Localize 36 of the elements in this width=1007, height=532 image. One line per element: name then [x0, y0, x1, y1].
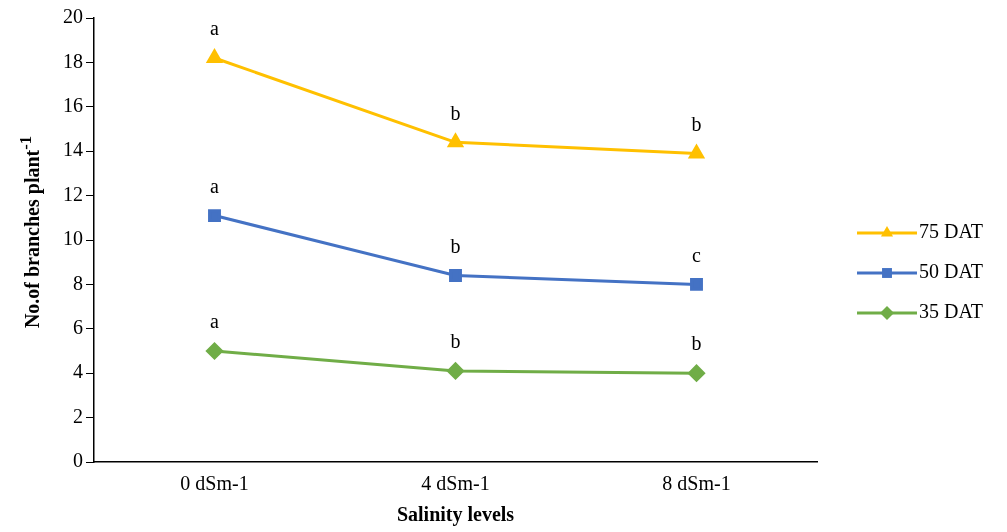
- annotation: c: [692, 243, 702, 266]
- legend-label: 50 DAT: [919, 260, 983, 283]
- legend-label: 75 DAT: [919, 220, 983, 243]
- legend-label: 35 DAT: [919, 300, 983, 323]
- point: [206, 49, 223, 63]
- point: [447, 362, 464, 380]
- y-tick-label: 16: [63, 94, 83, 117]
- point: [206, 342, 223, 360]
- x-tick-label: 4 dSm-1: [421, 472, 490, 495]
- y-tick-label: 8: [73, 271, 83, 294]
- y-tick-label: 18: [63, 49, 83, 72]
- x-tick-label: 8 dSm-1: [662, 472, 731, 495]
- y-tick-label: 4: [73, 360, 83, 383]
- annotation: b: [691, 332, 702, 355]
- point: [688, 144, 705, 159]
- y-tick-label: 14: [63, 138, 83, 161]
- x-axis-title: Salinity levels: [396, 503, 515, 527]
- point: [449, 269, 462, 282]
- y-tick-label: 20: [63, 5, 83, 28]
- point: [447, 133, 464, 148]
- annotation: b: [450, 101, 461, 124]
- y-tick-label: 12: [63, 182, 83, 205]
- y-tick-label: 0: [73, 449, 83, 472]
- annotation: a: [210, 174, 220, 197]
- annotation: a: [210, 310, 220, 333]
- x-tick-label: 0 dSm-1: [180, 472, 249, 495]
- y-tick-label: 10: [63, 227, 83, 250]
- y-tick-label: 6: [73, 316, 83, 339]
- annotation: b: [450, 330, 461, 353]
- annotation: b: [450, 234, 461, 257]
- y-tick-label: 2: [73, 404, 83, 427]
- point: [690, 277, 703, 291]
- annotation: a: [210, 17, 220, 40]
- annotation: b: [691, 112, 702, 135]
- point: [688, 364, 705, 382]
- point: [208, 209, 221, 223]
